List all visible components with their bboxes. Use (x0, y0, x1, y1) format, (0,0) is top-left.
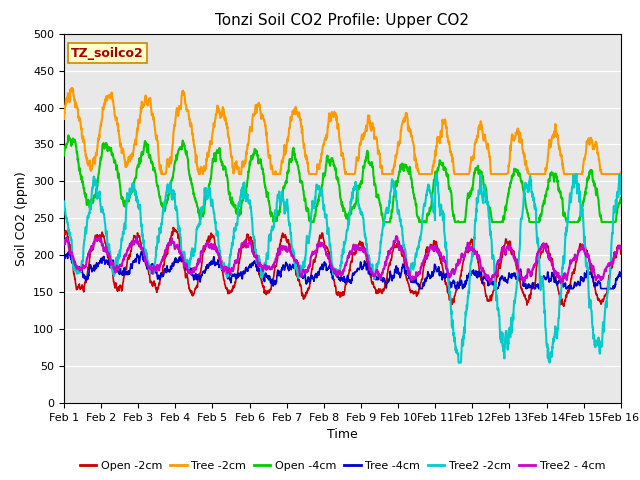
Line: Tree2 -2cm: Tree2 -2cm (64, 174, 621, 362)
Tree -2cm (68, 85, 76, 91)
Tree2 -2cm (88, 186, 96, 192)
Open -2cm (499, 252, 506, 257)
Open -2cm (560, 303, 568, 309)
Open -2cm (170, 225, 177, 230)
Open -4cm (60, 153, 68, 158)
Open -2cm (88, 248, 96, 253)
Tree -2cm (332, 110, 339, 116)
Open -2cm (602, 292, 609, 298)
Open -4cm (332, 165, 339, 171)
Tree2 - 4cm (88, 244, 96, 250)
Tree2 -2cm (602, 303, 609, 309)
Tree2 -2cm (433, 171, 441, 177)
Tree -4cm (138, 249, 145, 254)
Text: TZ_soilco2: TZ_soilco2 (71, 47, 144, 60)
Line: Open -2cm: Open -2cm (64, 228, 621, 306)
Line: Tree -4cm: Tree -4cm (64, 252, 621, 288)
Open -4cm (499, 219, 507, 225)
Tree2 - 4cm (316, 242, 324, 248)
Title: Tonzi Soil CO2 Profile: Upper CO2: Tonzi Soil CO2 Profile: Upper CO2 (216, 13, 469, 28)
Tree -4cm (601, 286, 609, 291)
Tree -2cm (617, 169, 625, 175)
Line: Tree -2cm: Tree -2cm (64, 88, 621, 174)
Open -4cm (601, 219, 609, 225)
Tree -4cm (416, 286, 424, 291)
Tree -2cm (317, 157, 324, 163)
Tree2 -2cm (60, 199, 68, 204)
Tree2 - 4cm (617, 243, 625, 249)
Tree -2cm (89, 160, 97, 166)
Tree2 - 4cm (486, 280, 494, 286)
Open -4cm (65, 132, 72, 138)
Tree2 -2cm (316, 192, 324, 197)
Tree -2cm (601, 171, 609, 177)
Tree -4cm (60, 255, 68, 261)
Line: Tree2 - 4cm: Tree2 - 4cm (64, 236, 621, 283)
Tree2 - 4cm (602, 268, 609, 274)
Open -4cm (89, 200, 97, 206)
Tree -4cm (316, 265, 324, 271)
Tree -4cm (499, 276, 507, 282)
Tree2 -2cm (601, 309, 609, 314)
Tree2 -2cm (331, 265, 339, 271)
X-axis label: Time: Time (327, 429, 358, 442)
Tree -2cm (602, 171, 609, 177)
Open -4cm (308, 219, 316, 225)
Y-axis label: Soil CO2 (ppm): Soil CO2 (ppm) (15, 171, 28, 266)
Open -2cm (60, 229, 68, 235)
Tree -4cm (617, 271, 625, 277)
Legend: Open -2cm, Tree -2cm, Open -4cm, Tree -4cm, Tree2 -2cm, Tree2 - 4cm: Open -2cm, Tree -2cm, Open -4cm, Tree -4… (75, 457, 610, 476)
Tree2 - 4cm (499, 244, 507, 250)
Tree2 -2cm (499, 341, 507, 347)
Open -2cm (617, 251, 625, 257)
Open -4cm (317, 187, 324, 192)
Tree2 - 4cm (331, 269, 339, 275)
Tree -2cm (60, 116, 68, 122)
Tree -2cm (499, 171, 507, 177)
Open -4cm (602, 219, 609, 225)
Tree -4cm (602, 286, 609, 291)
Tree2 - 4cm (392, 233, 400, 239)
Open -2cm (331, 284, 339, 289)
Tree2 - 4cm (601, 266, 609, 272)
Open -4cm (617, 195, 625, 201)
Open -2cm (601, 293, 609, 299)
Tree -2cm (158, 171, 166, 177)
Tree -4cm (88, 267, 96, 273)
Tree2 -2cm (617, 191, 625, 197)
Open -2cm (316, 233, 324, 239)
Tree2 - 4cm (60, 238, 68, 243)
Tree -4cm (331, 267, 339, 273)
Line: Open -4cm: Open -4cm (64, 135, 621, 222)
Tree2 -2cm (455, 360, 463, 365)
